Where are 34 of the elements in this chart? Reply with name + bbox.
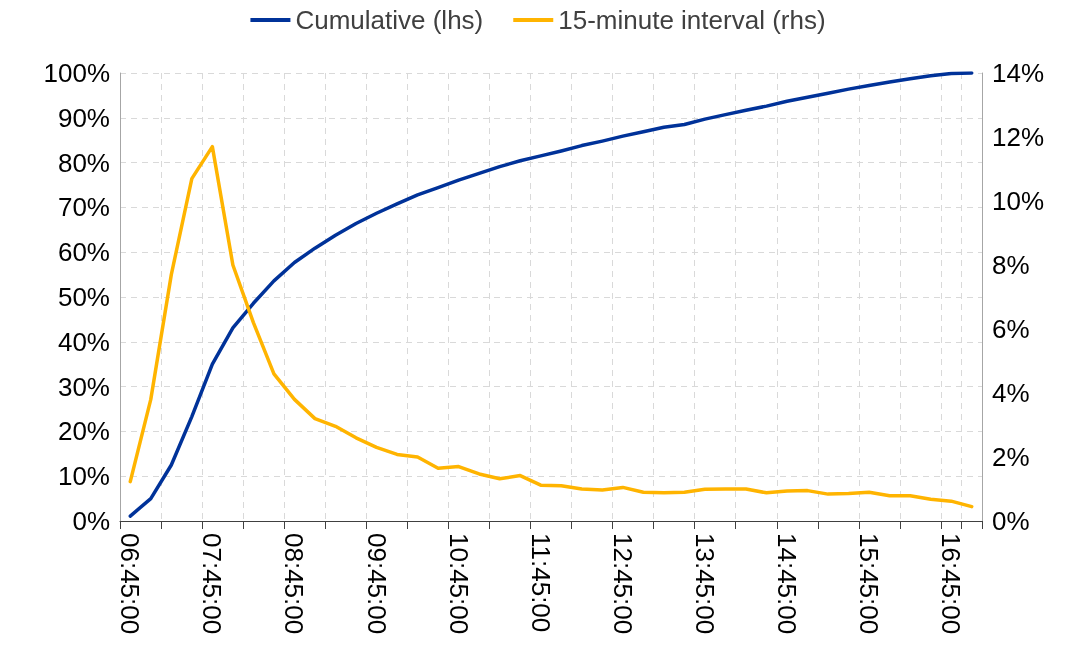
y2-tick-label: 10% [992, 186, 1045, 216]
y2-tick-label: 0% [992, 506, 1030, 536]
x-tick-label: 13:45:00 [689, 533, 720, 635]
x-tick-label: 14:45:00 [772, 533, 803, 635]
y-tick-label: 40% [57, 326, 110, 357]
y-tick-label: 60% [57, 237, 110, 268]
y-tick-label: 90% [57, 102, 110, 133]
y-tick-label: 50% [57, 282, 110, 312]
y-tick-label: 20% [57, 416, 110, 447]
y-tick-label: 10% [57, 461, 110, 492]
x-tick-label: 11:45:00 [525, 533, 556, 633]
y-tick-label: 100% [43, 58, 110, 88]
y2-tick-label: 12% [992, 122, 1045, 152]
y2-tick-label: 4% [992, 378, 1030, 408]
legend-label: Cumulative (lhs) [295, 5, 484, 35]
x-tick-label: 09:45:00 [361, 533, 392, 635]
y-tick-label: 80% [57, 147, 110, 178]
x-tick-label: 12:45:00 [607, 533, 638, 635]
y-tick-label: 0% [72, 506, 110, 536]
y2-tick-label: 2% [992, 442, 1030, 472]
y2-tick-label: 8% [992, 250, 1030, 280]
y2-tick-label: 14% [992, 58, 1045, 88]
x-tick-label: 08:45:00 [279, 533, 310, 635]
line-series [128, 71, 974, 518]
y2-tick-label: 6% [992, 314, 1030, 344]
x-tick-label: 10:45:00 [443, 533, 474, 635]
line-series [128, 144, 974, 509]
y-tick-label: 30% [57, 371, 110, 402]
legend-label: 15-minute interval (rhs) [558, 5, 826, 35]
y-tick-label: 70% [57, 192, 110, 223]
x-tick-label: 15:45:00 [854, 533, 885, 635]
x-tick-label: 06:45:00 [115, 533, 146, 635]
x-tick-label: 16:45:00 [936, 533, 967, 635]
x-tick-label: 07:45:00 [197, 533, 228, 635]
